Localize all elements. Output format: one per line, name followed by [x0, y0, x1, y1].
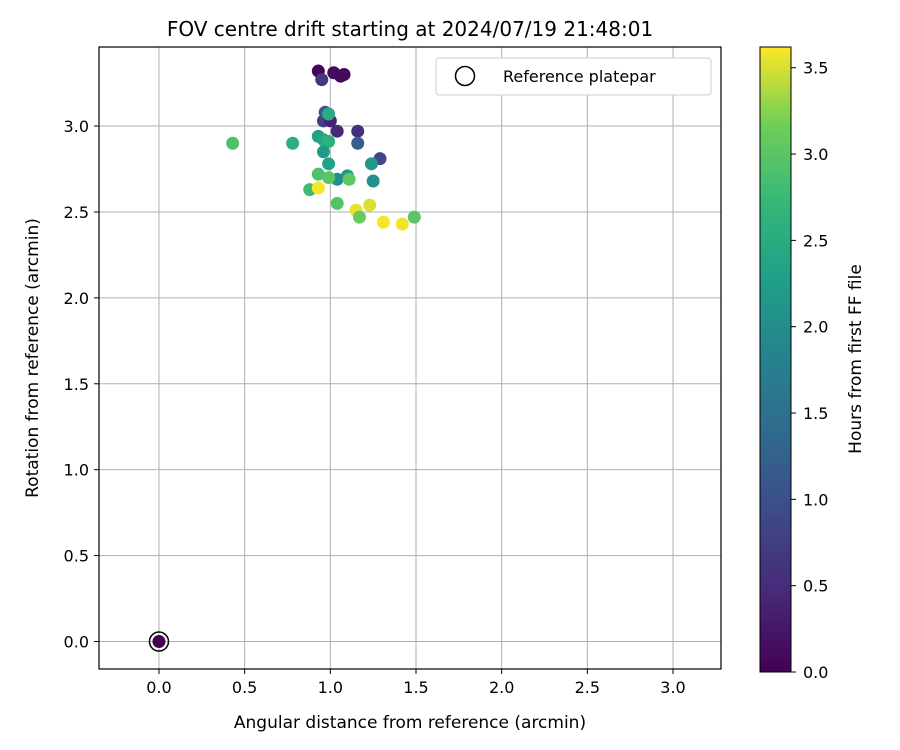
scatter-point — [322, 157, 336, 171]
scatter-points — [148, 64, 421, 652]
y-tick-label: 0.0 — [64, 633, 89, 652]
chart-title: FOV centre drift starting at 2024/07/19 … — [167, 17, 653, 41]
x-tick-label: 0.5 — [232, 678, 257, 697]
scatter-point — [351, 136, 365, 150]
scatter-point — [311, 167, 325, 181]
colorbar-tick-label: 2.5 — [803, 231, 828, 250]
y-axis-ticks: 0.0 0.5 1.0 1.5 2.0 2.5 3.0 — [64, 117, 99, 652]
y-tick-label: 1.5 — [64, 375, 89, 394]
x-tick-label: 1.0 — [318, 678, 343, 697]
y-tick-label: 0.5 — [64, 547, 89, 566]
x-tick-label: 2.5 — [575, 678, 600, 697]
y-tick-label: 2.0 — [64, 289, 89, 308]
scatter-point — [352, 210, 366, 224]
y-tick-label: 3.0 — [64, 117, 89, 136]
scatter-point — [322, 171, 336, 185]
scatter-point — [363, 198, 377, 212]
scatter-point — [315, 73, 329, 87]
scatter-point — [316, 145, 330, 159]
y-tick-label: 1.0 — [64, 461, 89, 480]
scatter-point — [226, 136, 240, 150]
colorbar-tick-label: 1.0 — [803, 490, 828, 509]
scatter-point — [366, 174, 380, 188]
scatter-point — [330, 124, 344, 138]
scatter-point — [351, 124, 365, 138]
x-axis-ticks: 0.0 0.5 1.0 1.5 2.0 2.5 3.0 — [146, 669, 686, 697]
x-axis-label: Angular distance from reference (arcmin) — [234, 713, 586, 733]
colorbar-ticks: 0.0 0.5 1.0 1.5 2.0 2.5 3.0 3.5 — [791, 59, 828, 682]
reference-point-fill — [152, 635, 166, 649]
scatter-point — [364, 157, 378, 171]
reference-platepar-marker — [148, 631, 170, 652]
scatter-point — [342, 172, 356, 186]
x-tick-label: 2.0 — [489, 678, 514, 697]
scatter-point — [395, 217, 409, 231]
legend-reference-marker — [454, 65, 476, 87]
scatter-point — [407, 210, 421, 224]
scatter-point — [330, 196, 344, 210]
colorbar-tick-label: 3.0 — [803, 145, 828, 164]
colorbar-label: Hours from first FF file — [846, 264, 866, 454]
scatter-point — [322, 135, 336, 149]
legend-box — [435, 57, 712, 96]
colorbar-tick-label: 0.5 — [803, 577, 828, 596]
scatter-point — [322, 107, 336, 121]
plot-frame — [98, 46, 722, 670]
y-tick-label: 2.5 — [64, 203, 89, 222]
colorbar-tick-label: 0.0 — [803, 663, 828, 682]
colorbar-tick-label: 1.5 — [803, 404, 828, 423]
scatter-point — [311, 181, 325, 195]
legend-reference-label: Reference platepar — [503, 67, 656, 86]
scatter-point — [286, 136, 300, 150]
scatter-point — [376, 215, 390, 229]
colorbar-tick-label: 2.0 — [803, 318, 828, 337]
scatter-point — [337, 67, 351, 81]
grid-lines — [99, 47, 721, 669]
colorbar — [759, 46, 792, 673]
legend: Reference platepar — [435, 57, 712, 96]
x-tick-label: 1.5 — [403, 678, 428, 697]
x-tick-label: 3.0 — [660, 678, 685, 697]
x-tick-label: 0.0 — [146, 678, 171, 697]
colorbar-tick-label: 3.5 — [803, 59, 828, 78]
y-axis-label: Rotation from reference (arcmin) — [23, 218, 43, 498]
